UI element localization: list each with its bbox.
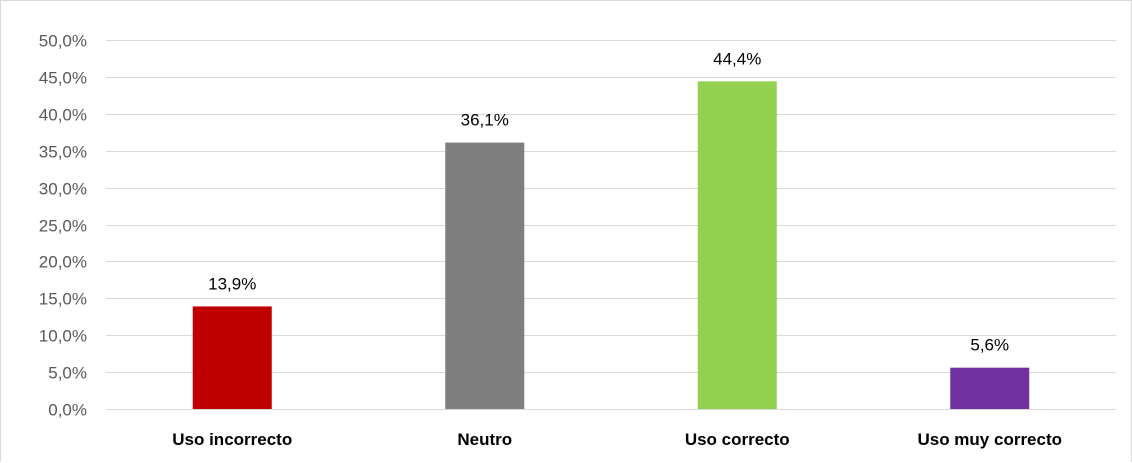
- category-label: Neutro: [457, 430, 512, 449]
- category-label: Uso correcto: [685, 430, 790, 449]
- bar: [445, 142, 525, 409]
- bars: [192, 81, 1030, 409]
- x-axis-category-labels: Uso incorrecto Neutro Uso correcto Uso muy …: [172, 430, 1062, 449]
- y-axis-tick-labels: 0,0% 5,0% 10,0% 15,0% 20,0% 25,0% 30,0% 35,0% 40…: [39, 32, 87, 420]
- category-label: Uso muy correcto: [917, 430, 1062, 449]
- data-labels: 13,9% 36,1% 44,4% 5,6%: [208, 49, 1009, 354]
- y-tick-label: 15,0%: [39, 290, 87, 309]
- y-tick-label: 25,0%: [39, 217, 87, 236]
- data-label: 13,9%: [208, 274, 256, 293]
- y-tick-label: 20,0%: [39, 253, 87, 272]
- bar: [950, 367, 1030, 409]
- bar: [192, 306, 272, 409]
- y-tick-label: 35,0%: [39, 143, 87, 162]
- category-label: Uso incorrecto: [172, 430, 292, 449]
- y-tick-label: 5,0%: [48, 364, 87, 383]
- y-tick-label: 0,0%: [48, 401, 87, 420]
- bar: [697, 81, 777, 409]
- y-tick-label: 45,0%: [39, 69, 87, 88]
- y-tick-label: 30,0%: [39, 180, 87, 199]
- y-tick-label: 40,0%: [39, 106, 87, 125]
- data-label: 44,4%: [713, 49, 761, 68]
- data-label: 36,1%: [461, 111, 509, 130]
- gridlines: [106, 40, 1116, 410]
- y-tick-label: 10,0%: [39, 327, 87, 346]
- data-label: 5,6%: [970, 336, 1009, 355]
- y-tick-label: 50,0%: [39, 32, 87, 51]
